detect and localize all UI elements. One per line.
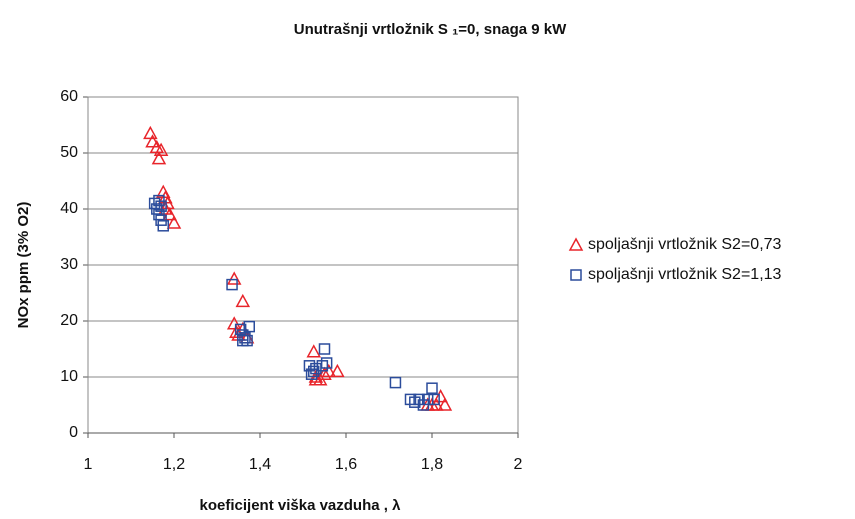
y-tick-label: 30	[60, 256, 78, 273]
data-point	[151, 151, 167, 165]
data-point	[437, 397, 453, 411]
data-point	[320, 357, 333, 369]
y-tick-label: 10	[60, 368, 78, 385]
x-tick-label: 1,2	[163, 456, 185, 473]
data-point	[239, 332, 251, 344]
legend-label: spoljašnji vrtložnik S2=0,73	[588, 236, 782, 253]
y-tick-label: 40	[60, 200, 78, 217]
x-tick-label: 1	[84, 456, 93, 473]
data-point	[157, 220, 169, 232]
chart-title: Unutrašnji vrtložnik S ₁=0, snaga 9 kW	[294, 21, 567, 38]
y-tick-label: 50	[60, 144, 78, 161]
data-point	[433, 389, 448, 403]
data-point	[143, 125, 158, 140]
data-point	[421, 393, 434, 406]
x-axis-label: koeficijent viška vazduha , λ	[200, 497, 402, 514]
legend-marker	[568, 237, 584, 251]
data-point	[243, 320, 255, 333]
data-point	[226, 278, 238, 291]
legend-label: spoljašnji vrtložnik S2=1,13	[588, 266, 782, 283]
data-point	[226, 271, 242, 285]
data-point	[237, 334, 249, 347]
data-point	[426, 382, 438, 394]
y-tick-label: 20	[60, 312, 78, 329]
y-tick-label: 0	[69, 424, 78, 441]
data-point	[306, 344, 322, 358]
data-point	[166, 215, 182, 229]
data-point	[330, 363, 345, 378]
x-tick-label: 1,4	[249, 456, 271, 473]
data-point	[226, 316, 242, 330]
x-tick-label: 1,6	[335, 456, 357, 473]
data-point	[428, 393, 440, 406]
legend-marker	[570, 269, 582, 281]
y-tick-label: 60	[60, 88, 78, 105]
data-point	[318, 343, 331, 355]
y-axis-label: NOx ppm (3% O2)	[15, 202, 32, 329]
x-tick-label: 1,8	[421, 456, 443, 473]
data-point	[155, 200, 167, 212]
x-tick-label: 2	[514, 456, 523, 473]
data-point	[305, 368, 318, 380]
data-point	[389, 376, 402, 389]
data-point	[145, 134, 160, 148]
data-point	[235, 293, 251, 308]
